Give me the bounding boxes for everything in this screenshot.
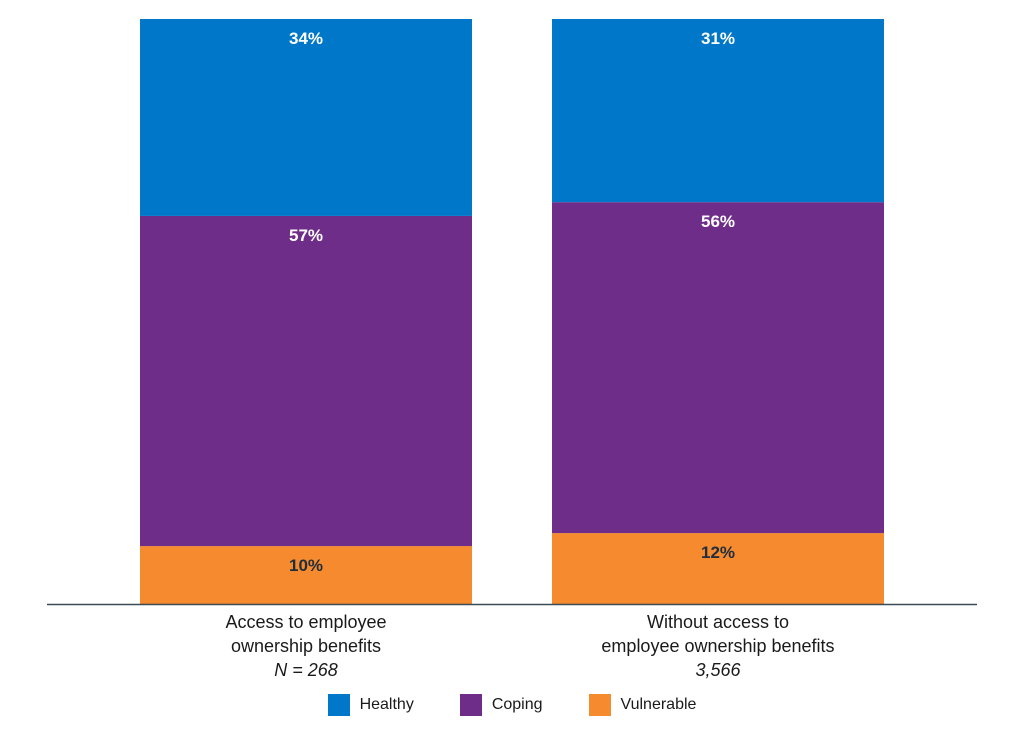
bar-segment-healthy-1 <box>140 19 472 216</box>
category-label-2-line-2: employee ownership benefits <box>601 636 834 656</box>
category-label-1-line-2: ownership benefits <box>231 636 381 656</box>
legend-swatch-healthy <box>327 694 350 716</box>
legend-label-healthy: Healthy <box>359 696 414 713</box>
legend-label-coping: Coping <box>491 696 543 713</box>
legend-label-vulnerable: Vulnerable <box>620 696 697 713</box>
legend-item-vulnerable: Vulnerable <box>588 694 697 716</box>
category-sample-size-1: N = 268 <box>274 660 338 680</box>
legend-swatch-vulnerable <box>588 694 611 716</box>
data-label-healthy-2: 31% <box>701 29 735 48</box>
category-sample-size-2: 3,566 <box>695 660 741 680</box>
legend-item-coping: Coping <box>459 694 543 716</box>
data-label-healthy-1: 34% <box>289 29 323 48</box>
legend-swatch-coping <box>459 694 482 716</box>
bar-segment-coping-2 <box>552 202 884 534</box>
bar-segment-vulnerable-1 <box>140 546 472 604</box>
category-label-1-line-1: Access to employee <box>225 612 386 632</box>
data-label-coping-2: 56% <box>701 212 735 231</box>
bar-segment-vulnerable-2 <box>552 533 884 604</box>
data-label-vulnerable-1: 10% <box>289 556 323 575</box>
category-label-2-line-1: Without access to <box>647 612 789 632</box>
bar-segment-coping-1 <box>140 215 472 547</box>
data-label-coping-1: 57% <box>289 226 323 245</box>
legend-item-healthy: Healthy <box>327 694 414 716</box>
bar-segment-healthy-2 <box>552 19 884 203</box>
stacked-bar-chart: 10% 57% 34% Access to employee ownership ben… <box>47 19 977 680</box>
legend: Healthy Coping Vulnerable <box>0 694 1024 716</box>
data-label-vulnerable-2: 12% <box>701 543 735 562</box>
